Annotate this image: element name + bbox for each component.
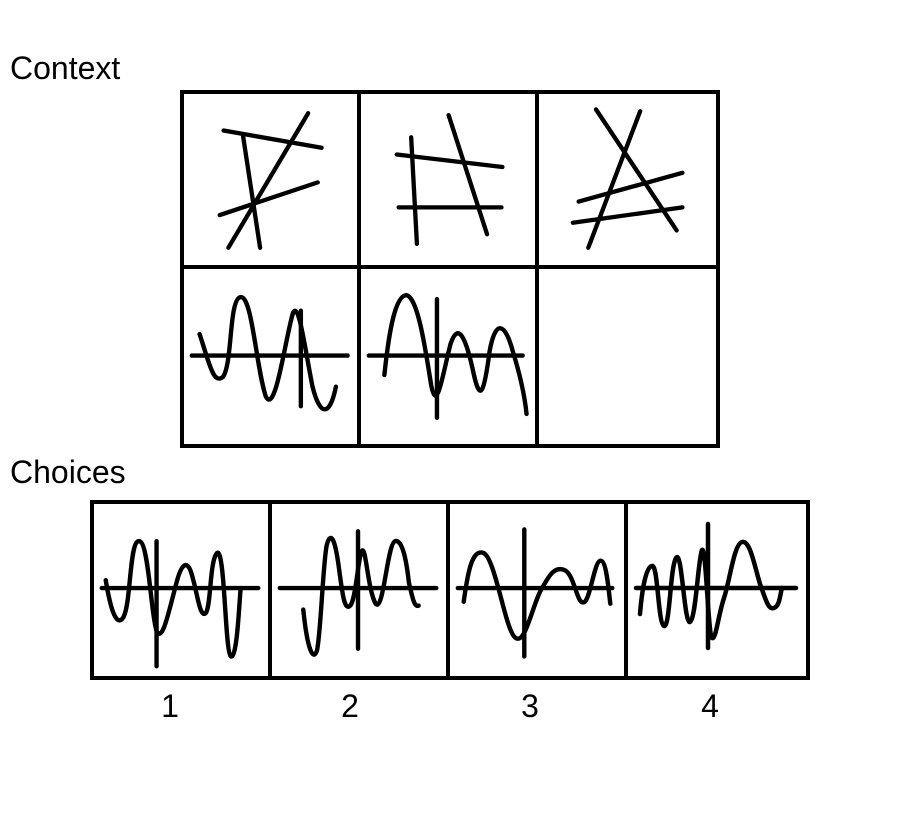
context-cell-3: [538, 94, 716, 269]
wave-with-axis-figure: [189, 294, 350, 412]
wave-with-axis-figure: [277, 529, 439, 657]
context-cell-empty: [539, 269, 716, 444]
context-cell-4: [184, 269, 362, 444]
choice-label-4: 4: [701, 688, 719, 724]
choice-option-1[interactable]: [94, 504, 272, 676]
context-cell-1: [184, 94, 362, 269]
choices-grid: [90, 500, 810, 680]
context-cell-5: [361, 269, 539, 444]
context-heading: Context: [10, 50, 121, 86]
wave-with-axis-figure: [633, 521, 799, 651]
context-grid: [180, 90, 720, 448]
context-cell-2: [361, 94, 539, 269]
choices-heading: Choices: [10, 454, 126, 490]
choice-option-3[interactable]: [450, 504, 628, 676]
crossing-lines-figure: [570, 107, 685, 250]
choice-label-3: 3: [521, 688, 539, 724]
crossing-lines-figure: [217, 111, 324, 250]
choice-option-4[interactable]: [628, 504, 806, 676]
choice-label-2: 2: [341, 688, 359, 724]
crossing-lines-figure: [394, 112, 505, 247]
wave-with-axis-figure: [99, 538, 261, 669]
choice-option-2[interactable]: [272, 504, 450, 676]
wave-with-axis-figure: [455, 527, 615, 659]
choice-label-1: 1: [161, 688, 179, 724]
wave-with-axis-figure: [366, 292, 530, 421]
